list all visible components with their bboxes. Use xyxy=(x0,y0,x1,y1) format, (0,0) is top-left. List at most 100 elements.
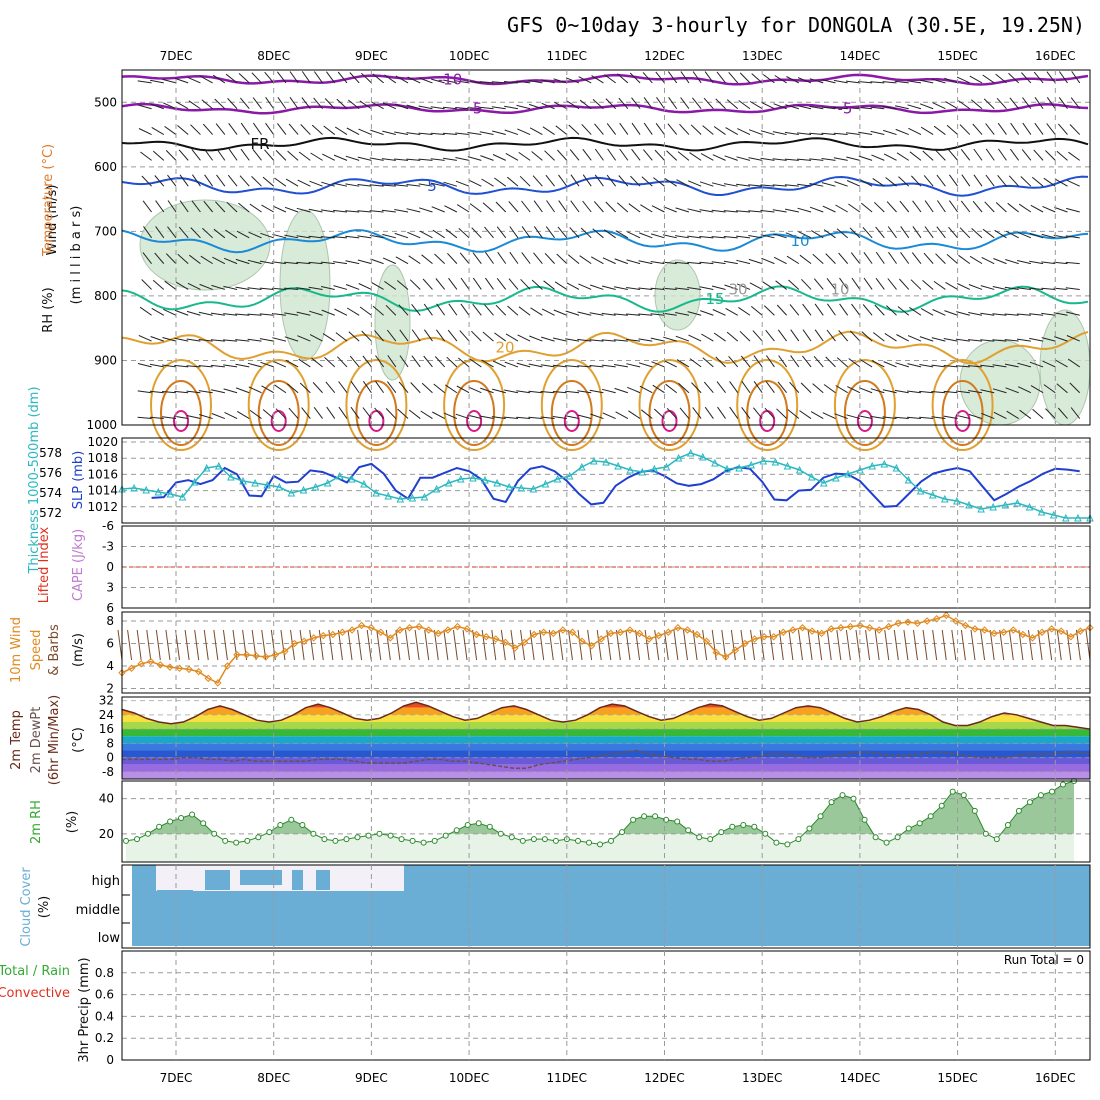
wind10-point xyxy=(846,622,855,631)
wind-barb xyxy=(1065,287,1080,290)
wind-barb xyxy=(150,103,164,110)
rh2m-point xyxy=(740,822,747,828)
temp-contour xyxy=(121,73,1089,86)
wind-barb xyxy=(577,365,592,368)
wind-barb xyxy=(675,312,690,316)
surface-max-contour xyxy=(173,410,189,432)
wind-barb xyxy=(883,153,897,161)
wind10-barb xyxy=(807,629,813,661)
wind-barb xyxy=(692,97,702,110)
contour-label: 30 xyxy=(728,280,747,298)
t2m-ylabel-units: (°C) xyxy=(71,727,86,753)
slp-line xyxy=(151,462,1080,508)
rh2m-point xyxy=(773,839,780,846)
wind-barb xyxy=(430,182,445,187)
temp-contour xyxy=(121,175,1089,197)
wind-barb xyxy=(467,414,482,420)
wind-barb xyxy=(275,408,287,419)
wind-barb xyxy=(631,148,641,161)
wind-barb xyxy=(384,280,397,290)
thickness-point xyxy=(747,460,756,469)
wind-barb xyxy=(277,123,287,135)
wind-barb xyxy=(1008,175,1020,187)
wind-barb xyxy=(406,158,421,161)
wind-barb xyxy=(606,123,617,135)
wind-barb xyxy=(956,76,971,84)
wind-barb xyxy=(858,106,873,110)
wind-barb xyxy=(643,97,653,110)
wind10-point xyxy=(587,642,596,650)
wind-barb xyxy=(887,278,897,290)
rh2m-point xyxy=(608,837,614,844)
wind-barb xyxy=(956,414,970,420)
wind-barb xyxy=(516,104,531,110)
wind-barb xyxy=(199,414,213,420)
rh2m-point xyxy=(795,836,802,843)
wind-barb xyxy=(736,259,751,265)
wind-barb xyxy=(284,206,299,213)
thickness-point xyxy=(335,471,344,480)
date-label-bottom: 11DEC xyxy=(547,1071,587,1085)
wind-barb xyxy=(821,158,836,161)
wind-barb xyxy=(381,209,396,213)
wind-barb xyxy=(444,205,458,213)
wind-barb xyxy=(997,122,1007,135)
wind10-point xyxy=(885,622,893,631)
wind-barb xyxy=(348,331,360,342)
precip-tick-label: 0.4 xyxy=(95,1009,114,1023)
wind-barb xyxy=(447,252,458,264)
wind-barb xyxy=(910,279,922,290)
rh2m-point xyxy=(431,837,438,844)
wind-barb xyxy=(589,365,604,368)
wind-barb xyxy=(699,209,714,213)
wind-barb xyxy=(1031,176,1044,187)
wind10-point xyxy=(357,621,366,630)
rh2m-point xyxy=(134,836,140,843)
wind-barb xyxy=(1016,287,1031,290)
wind-barb xyxy=(566,100,580,110)
wind-barb xyxy=(423,329,433,342)
wind-barb xyxy=(308,208,323,213)
surface-warm-contour xyxy=(736,359,799,451)
wind-barb xyxy=(496,277,507,290)
wind-barb xyxy=(411,355,421,368)
wind10-point xyxy=(750,635,759,643)
wind-barb xyxy=(566,282,580,290)
wind-barb xyxy=(713,332,726,342)
wind-barb xyxy=(980,285,995,290)
rh2m-point xyxy=(916,820,923,827)
wind-barb xyxy=(980,339,995,342)
wind-barb xyxy=(948,149,958,161)
wind-barb xyxy=(210,339,225,342)
wind10-point xyxy=(1009,626,1018,634)
wind10-point xyxy=(204,674,212,683)
wind-barb xyxy=(626,363,641,368)
wind-barb xyxy=(430,158,445,161)
wind-barb xyxy=(516,80,531,84)
wind10-barb xyxy=(510,629,516,661)
wind-barb xyxy=(630,175,641,187)
wind-barb xyxy=(228,123,238,135)
wind-barb xyxy=(826,303,836,316)
rh2m-point xyxy=(123,837,129,844)
wind-barb xyxy=(540,79,555,84)
wind-barb xyxy=(814,329,824,342)
wind-barb xyxy=(845,80,860,84)
wind10-point xyxy=(798,624,807,632)
thickness-point xyxy=(711,458,719,467)
wind-barb xyxy=(835,204,848,213)
wind-barb xyxy=(641,176,653,187)
wind-barb xyxy=(296,235,311,239)
wind10-barb xyxy=(836,629,842,661)
precip-ylabel-units: 3hr Precip (mm) xyxy=(77,957,92,1062)
wind-barb xyxy=(969,75,983,84)
wind-barb xyxy=(834,181,848,187)
wind-barb xyxy=(651,205,665,213)
wind-barb xyxy=(357,210,372,213)
wind-barb xyxy=(361,72,372,84)
rh-shading xyxy=(374,264,411,381)
wind-barb xyxy=(765,329,775,342)
wind-barb xyxy=(1006,230,1019,239)
thickness-point xyxy=(965,500,973,509)
wind-barb xyxy=(704,71,714,84)
